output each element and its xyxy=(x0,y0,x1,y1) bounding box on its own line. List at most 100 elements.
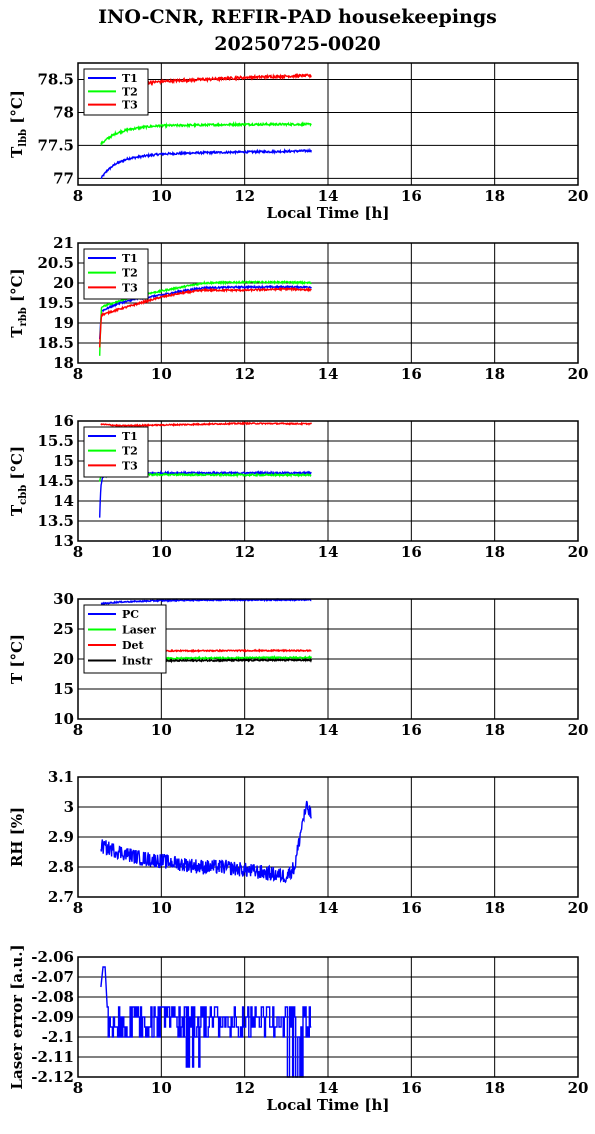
y-tick-label: -2.07 xyxy=(31,968,74,986)
x-tick-label: 20 xyxy=(568,543,589,561)
x-tick-label: 14 xyxy=(318,543,339,561)
y-tick-label: -2.06 xyxy=(31,948,74,966)
x-tick-label: 14 xyxy=(318,187,339,205)
legend-label: T3 xyxy=(122,99,138,112)
x-tick-label: 20 xyxy=(568,1079,589,1097)
x-tick-label: 14 xyxy=(318,365,339,383)
legend-label: PC xyxy=(122,608,139,621)
legend-box xyxy=(83,248,149,300)
legend-label: Laser xyxy=(122,624,156,637)
y-axis-label: T [°C] xyxy=(8,634,26,684)
y-tick-label: 30 xyxy=(53,590,74,608)
x-tick-label: 20 xyxy=(568,365,589,383)
legend-label: T2 xyxy=(122,85,138,98)
y-tick-label: 13.5 xyxy=(37,512,74,530)
grid xyxy=(77,956,579,1078)
y-tick-label: 13 xyxy=(53,532,74,550)
x-tick-label: 8 xyxy=(73,365,83,383)
y-tick-label: 25 xyxy=(53,620,74,638)
legend-label: Det xyxy=(122,639,145,652)
grid xyxy=(77,420,579,542)
x-tick-label: 18 xyxy=(484,187,505,205)
x-tick-label: 14 xyxy=(318,1079,339,1097)
series-line-t1 xyxy=(100,147,312,180)
y-tick-label: 14.5 xyxy=(37,472,74,490)
y-tick-label: 14 xyxy=(53,492,74,510)
plot-frame xyxy=(77,420,579,542)
legend: PC Laser Det Instr xyxy=(83,604,167,674)
y-tick-label: 78 xyxy=(53,103,74,121)
series-line-t3 xyxy=(100,421,312,428)
plot-frame xyxy=(77,956,579,1078)
y-tick-label: 20 xyxy=(53,274,74,292)
x-tick-label: 16 xyxy=(401,365,422,383)
x-tick-label: 10 xyxy=(151,721,172,739)
y-tick-label: -2.11 xyxy=(31,1048,74,1066)
y-tick-label: 3.1 xyxy=(48,768,74,786)
x-tick-label: 8 xyxy=(73,721,83,739)
y-tick-label: 77 xyxy=(53,169,74,187)
y-tick-label: 10 xyxy=(53,710,74,728)
y-axis-label: RH [%] xyxy=(8,807,26,867)
series-line-pc xyxy=(100,597,312,606)
y-tick-label: 78.5 xyxy=(37,70,74,88)
x-tick-label: 12 xyxy=(234,543,255,561)
legend-label: T1 xyxy=(122,430,138,443)
x-tick-label: 12 xyxy=(234,721,255,739)
y-tick-label: 2.9 xyxy=(48,828,74,846)
y-tick-label: 20.5 xyxy=(37,254,74,272)
y-tick-label: -2.08 xyxy=(31,988,74,1006)
title-line-2: 20250725-0020 xyxy=(214,33,381,55)
y-axis-label: Trbb [°C] xyxy=(8,268,29,337)
x-tick-label: 14 xyxy=(318,721,339,739)
x-tick-label: 16 xyxy=(401,1079,422,1097)
x-tick-label: 10 xyxy=(151,187,172,205)
y-tick-label: 2.8 xyxy=(48,858,74,876)
x-tick-label: 12 xyxy=(234,899,255,917)
y-tick-label: -2.09 xyxy=(31,1008,74,1026)
series-line-s0 xyxy=(100,800,312,884)
x-tick-label: 10 xyxy=(151,365,172,383)
chart-p6: 8 10 12 14 16 18 20 -2.12 -2.11 -2.1 -2.09 -2.08 -2.… xyxy=(8,944,588,1114)
x-tick-label: 10 xyxy=(151,543,172,561)
grid xyxy=(77,776,579,898)
y-tick-label: 19.5 xyxy=(37,294,74,312)
y-tick-label: 77.5 xyxy=(37,136,74,154)
legend-label: T3 xyxy=(122,281,138,294)
x-tick-label: 8 xyxy=(73,1079,83,1097)
y-tick-label: -2.1 xyxy=(42,1028,74,1046)
x-tick-label: 16 xyxy=(401,899,422,917)
x-tick-label: 8 xyxy=(73,543,83,561)
series-line-t1 xyxy=(99,284,312,340)
legend-label: T1 xyxy=(122,72,138,85)
x-tick-label: 12 xyxy=(234,187,255,205)
x-tick-label: 14 xyxy=(318,899,339,917)
x-tick-label: 10 xyxy=(151,1079,172,1097)
x-tick-label: 20 xyxy=(568,899,589,917)
x-tick-label: 20 xyxy=(568,721,589,739)
y-tick-label: 15 xyxy=(53,680,74,698)
x-tick-label: 12 xyxy=(234,365,255,383)
x-tick-label: 10 xyxy=(151,899,172,917)
y-axis-label: Tlbb [°C] xyxy=(8,90,29,158)
x-axis-label: Local Time [h] xyxy=(267,204,390,222)
legend-box xyxy=(83,426,149,478)
grid xyxy=(77,242,579,364)
series-line-s0 xyxy=(100,966,312,1078)
x-tick-label: 18 xyxy=(484,899,505,917)
y-tick-label: 15.5 xyxy=(37,432,74,450)
x-tick-label: 18 xyxy=(484,365,505,383)
y-tick-label: 18.5 xyxy=(37,334,74,352)
y-tick-label: 3 xyxy=(64,798,74,816)
y-tick-label: 19 xyxy=(53,314,74,332)
plot-frame xyxy=(77,776,579,898)
y-tick-label: 2.7 xyxy=(48,888,74,906)
plot-frame xyxy=(77,62,579,186)
series-line-t3 xyxy=(121,72,312,88)
legend-label: T3 xyxy=(122,459,138,472)
